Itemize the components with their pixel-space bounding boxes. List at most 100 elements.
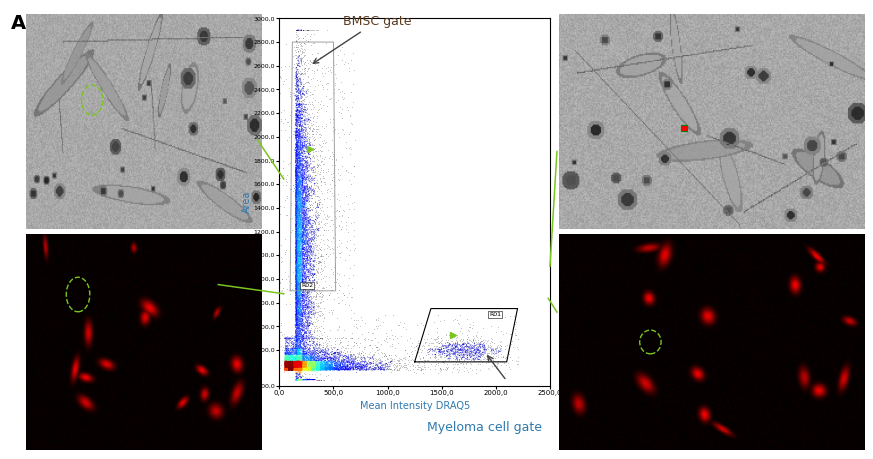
Point — [281, 366, 295, 374]
Point — [298, 272, 312, 280]
Point — [297, 156, 311, 163]
Point — [296, 57, 310, 65]
Point — [278, 358, 292, 366]
Point — [322, 116, 336, 123]
Point — [497, 330, 511, 338]
Point — [280, 366, 294, 374]
Point — [285, 345, 299, 352]
Point — [409, 369, 423, 377]
Point — [372, 365, 386, 372]
Point — [299, 37, 313, 44]
Point — [283, 361, 297, 369]
Point — [284, 362, 298, 369]
Point — [284, 364, 298, 371]
Point — [290, 363, 304, 370]
Point — [358, 356, 372, 363]
Point — [293, 154, 307, 162]
Point — [285, 365, 299, 373]
Point — [291, 365, 305, 372]
Point — [299, 135, 313, 143]
Point — [289, 235, 303, 242]
Point — [292, 160, 306, 168]
Point — [297, 362, 311, 369]
Point — [305, 362, 319, 369]
Point — [334, 335, 348, 342]
Point — [291, 279, 305, 286]
Point — [290, 294, 304, 301]
Point — [291, 347, 305, 354]
Point — [290, 254, 304, 262]
Point — [278, 366, 292, 374]
Point — [290, 155, 304, 162]
Point — [312, 364, 326, 371]
Point — [325, 354, 339, 362]
Point — [291, 376, 305, 383]
Point — [292, 359, 306, 367]
Point — [279, 350, 293, 357]
Point — [317, 366, 331, 373]
Point — [299, 235, 313, 242]
Point — [304, 293, 318, 301]
Point — [394, 363, 408, 370]
Point — [288, 366, 302, 374]
Point — [293, 284, 307, 291]
Point — [296, 182, 310, 189]
Point — [284, 358, 298, 366]
Point — [424, 334, 438, 341]
Point — [290, 199, 304, 207]
Point — [289, 295, 303, 302]
Point — [302, 359, 316, 367]
Point — [290, 237, 304, 244]
Point — [282, 364, 296, 371]
Point — [327, 192, 340, 200]
Point — [450, 333, 464, 341]
Point — [460, 338, 474, 345]
Point — [292, 363, 306, 370]
Point — [296, 178, 310, 185]
Point — [293, 376, 307, 383]
Point — [300, 240, 314, 247]
Point — [314, 357, 328, 364]
Point — [294, 364, 308, 371]
Point — [299, 305, 313, 313]
Point — [292, 364, 306, 371]
Point — [324, 361, 338, 369]
Point — [285, 338, 299, 345]
Point — [284, 364, 298, 371]
Point — [286, 358, 300, 365]
Point — [295, 277, 309, 285]
Point — [331, 364, 345, 371]
Point — [289, 360, 303, 367]
Point — [306, 247, 320, 255]
Point — [278, 250, 292, 257]
Point — [295, 199, 309, 206]
Point — [292, 108, 306, 115]
Point — [415, 348, 429, 356]
Point — [309, 171, 323, 179]
Point — [288, 357, 302, 364]
Point — [290, 228, 304, 235]
Point — [285, 354, 299, 362]
Point — [384, 365, 398, 372]
Point — [295, 291, 309, 299]
Point — [303, 376, 317, 383]
Point — [320, 347, 333, 354]
Point — [298, 298, 312, 306]
Point — [297, 316, 311, 324]
Point — [308, 57, 322, 64]
Point — [291, 329, 305, 336]
Point — [304, 354, 318, 361]
Point — [290, 185, 304, 193]
Point — [287, 355, 301, 362]
Point — [290, 376, 304, 383]
Point — [355, 361, 369, 368]
Point — [290, 365, 304, 372]
Point — [315, 360, 329, 367]
Point — [304, 355, 318, 363]
Point — [289, 341, 303, 349]
Point — [318, 365, 332, 372]
Point — [292, 366, 306, 374]
Point — [291, 226, 305, 233]
Point — [297, 365, 311, 372]
Point — [292, 267, 306, 274]
